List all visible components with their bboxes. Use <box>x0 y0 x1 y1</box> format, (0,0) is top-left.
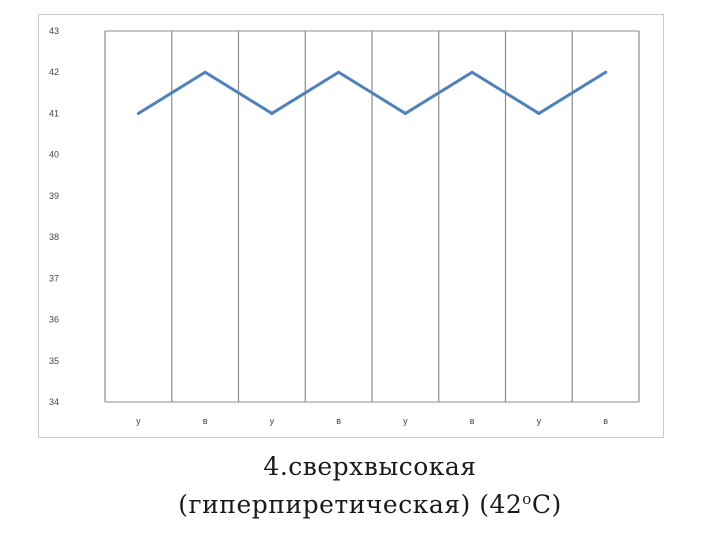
data-point <box>136 111 140 115</box>
y-tick-label: 36 <box>49 315 59 325</box>
y-tick-label: 40 <box>49 150 59 160</box>
y-tick-label: 43 <box>49 26 59 36</box>
data-point <box>337 70 341 74</box>
x-tick-label: у <box>136 416 141 426</box>
temperature-chart: 34 35 36 37 38 39 40 41 42 43 у в у в у в у в <box>49 26 640 426</box>
x-tick-label: в <box>203 416 208 426</box>
data-point <box>537 111 541 115</box>
x-tick-label: в <box>336 416 341 426</box>
data-point <box>203 70 207 74</box>
caption-line-1: 4.сверхвысокая <box>263 452 477 481</box>
x-tick-label: у <box>270 416 275 426</box>
caption-line-2-text: (гиперпиретическая) (42 <box>178 490 523 519</box>
y-tick-label: 35 <box>49 356 59 366</box>
y-tick-label: 41 <box>49 108 59 118</box>
x-tick-label: в <box>603 416 608 426</box>
chart-frame: 34 35 36 37 38 39 40 41 42 43 у в у в у в у в <box>38 14 664 438</box>
x-tick-label: у <box>403 416 408 426</box>
y-tick-label: 39 <box>49 191 59 201</box>
data-point <box>470 70 474 74</box>
x-tick-label: в <box>470 416 475 426</box>
y-tick-label: 42 <box>49 67 59 77</box>
data-point <box>270 111 274 115</box>
caption-line-2-unit: С) <box>531 490 562 519</box>
caption-line-2: (гиперпиретическая) (42оС) <box>150 486 590 524</box>
x-tick-label: у <box>537 416 542 426</box>
y-tick-label: 37 <box>49 273 59 283</box>
degree-sign: о <box>522 490 532 508</box>
temperature-series-line <box>137 70 607 116</box>
slide-caption: 4.сверхвысокая (гиперпиретическая) (42оС… <box>150 448 590 524</box>
data-point <box>604 70 608 74</box>
data-point <box>403 111 407 115</box>
y-tick-label: 34 <box>49 397 59 407</box>
y-tick-label: 38 <box>49 232 59 242</box>
